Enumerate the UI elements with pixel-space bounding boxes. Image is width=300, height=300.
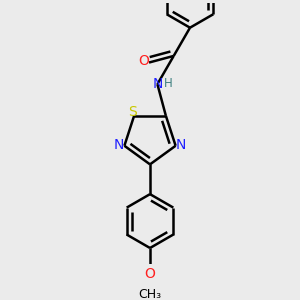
Text: S: S (128, 105, 137, 119)
Text: N: N (152, 77, 163, 91)
Text: O: O (145, 266, 155, 280)
Text: O: O (139, 54, 149, 68)
Text: CH₃: CH₃ (138, 288, 162, 300)
Text: N: N (176, 138, 186, 152)
Text: N: N (114, 138, 124, 152)
Text: H: H (164, 76, 172, 89)
